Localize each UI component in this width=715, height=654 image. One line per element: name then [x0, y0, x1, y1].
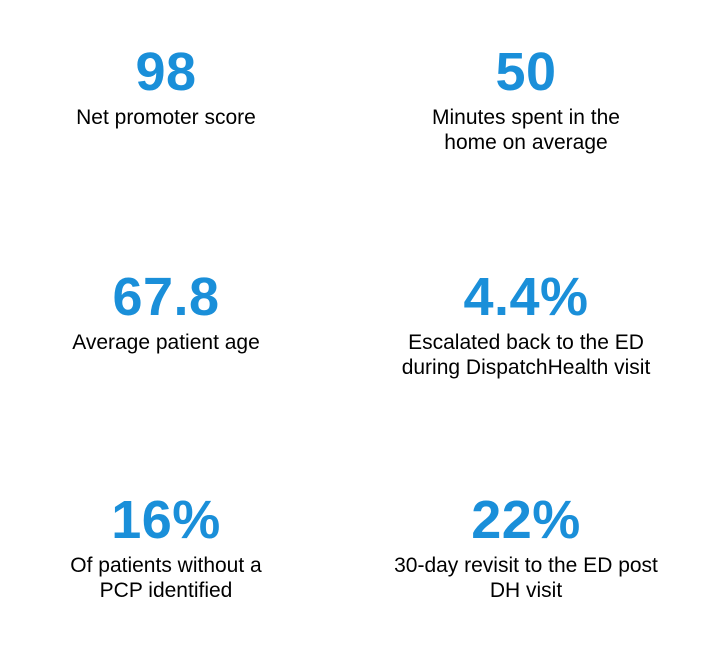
stat-label: Net promoter score: [76, 106, 256, 129]
stat-value: 22%: [471, 490, 581, 550]
stat-value: 98: [135, 42, 197, 102]
stat-label: Escalated back to the ED during Dispatch…: [401, 331, 651, 379]
stat-average-patient-age: 67.8 Average patient age: [16, 270, 316, 355]
stat-label: Of patients without a PCP identified: [70, 554, 262, 602]
stat-value: 4.4%: [463, 267, 589, 327]
stat-escalated-to-ed: 4.4% Escalated back to the ED during Dis…: [376, 270, 676, 380]
stat-label: Minutes spent in the home on average: [432, 106, 620, 154]
stat-net-promoter-score: 98 Net promoter score: [16, 45, 316, 130]
stat-patients-without-pcp: 16% Of patients without a PCP identified: [16, 493, 316, 603]
stat-value: 16%: [111, 490, 221, 550]
stat-30-day-revisit: 22% 30-day revisit to the ED post DH vis…: [376, 493, 676, 603]
stat-minutes-in-home: 50 Minutes spent in the home on average: [376, 45, 676, 155]
stat-label: 30-day revisit to the ED post DH visit: [394, 554, 658, 602]
stat-value: 67.8: [112, 267, 220, 327]
stat-label: Average patient age: [72, 331, 260, 354]
stat-value: 50: [495, 42, 557, 102]
